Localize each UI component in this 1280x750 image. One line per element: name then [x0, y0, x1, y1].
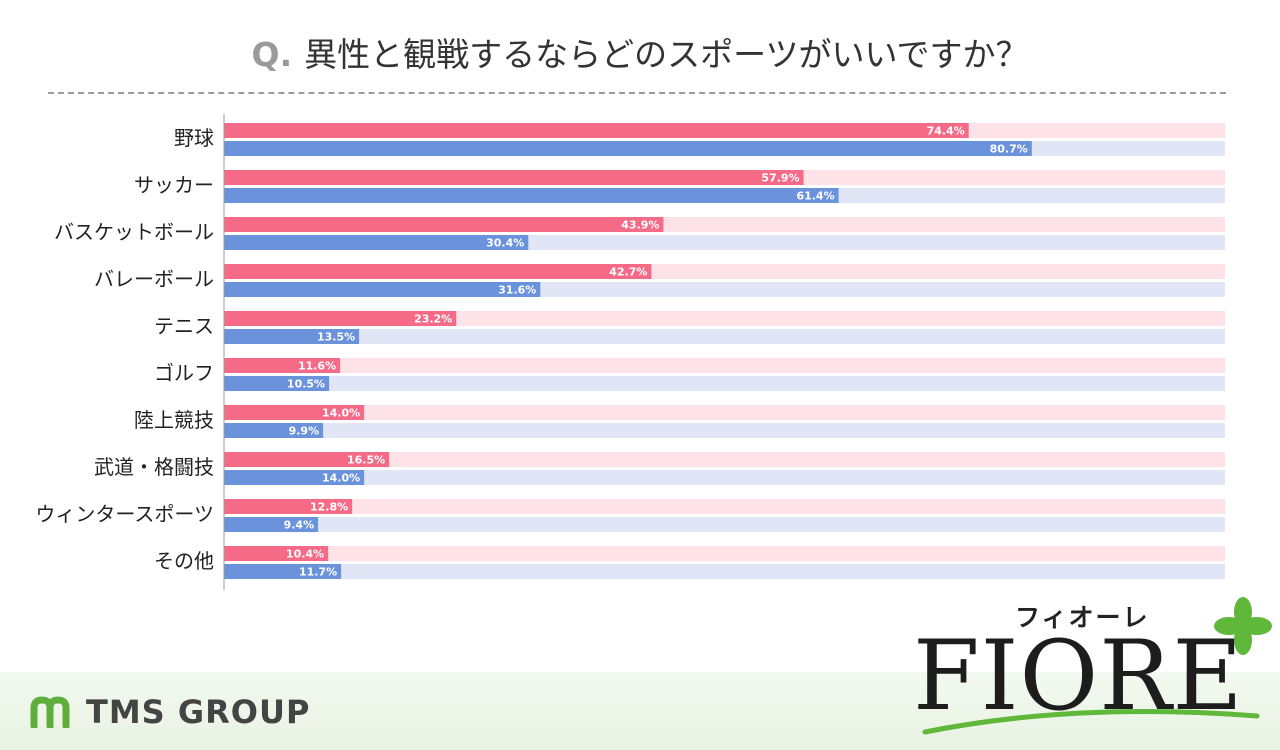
bar [224, 358, 341, 373]
bar [224, 141, 1032, 156]
bar [224, 217, 664, 232]
bar-value-label: 57.9% [761, 172, 799, 185]
bar-track [224, 405, 1225, 420]
bar [224, 123, 969, 138]
clover-leaf-icon [1214, 597, 1272, 655]
category-label: テニス [154, 314, 214, 338]
bar-track [224, 329, 1225, 344]
bar [224, 188, 839, 203]
bar-value-label: 42.7% [609, 266, 647, 279]
fiore-wordmark: FIORE [913, 620, 1244, 732]
bar-value-label: 80.7% [990, 143, 1028, 156]
footer-band [0, 672, 1280, 750]
bar-value-label: 30.4% [486, 237, 524, 250]
bar-track [224, 546, 1225, 561]
bar [224, 282, 541, 297]
bar [224, 329, 360, 344]
bar-value-label: 11.7% [299, 566, 337, 579]
bar [224, 423, 324, 438]
bar-value-label: 74.4% [927, 125, 965, 138]
tms-group-logo: TMS GROUP [30, 690, 310, 734]
fiore-art [922, 597, 1272, 735]
question-mark-label: Q. [251, 35, 293, 74]
bar [224, 311, 457, 326]
chart-title: Q. 異性と観戦するならどのスポーツがいいですか？ [0, 28, 1280, 76]
bar-value-label: 11.6% [298, 360, 336, 373]
bar-value-label: 10.4% [286, 548, 324, 561]
bar-chart: 野球 74.4% 80.7% サッカー 57.9% 61.4% バスケットボール 43.9% 3… [35, 114, 1225, 590]
bar [224, 264, 652, 279]
bar-value-label: 16.5% [347, 454, 385, 467]
bar [224, 546, 329, 561]
fiore-kana-text: フィオーレ [1015, 603, 1150, 632]
bar-value-label: 9.9% [289, 425, 320, 438]
bars-layer: 野球 74.4% 80.7% サッカー 57.9% 61.4% バスケットボール 43.9% 3… [35, 123, 1225, 579]
category-label: バスケットボール [54, 220, 214, 244]
bar [224, 376, 330, 391]
fiore-logo: フィオーレ FIORE [905, 590, 1280, 750]
category-label: ウィンタースポーツ [35, 502, 214, 526]
bar [224, 517, 319, 532]
bar-value-label: 14.0% [322, 407, 360, 420]
tms-mark-icon [30, 696, 70, 728]
category-label: サッカー [134, 173, 214, 197]
category-label: 野球 [174, 126, 214, 150]
bar [224, 452, 390, 467]
bar [224, 470, 365, 485]
bar-value-label: 9.4% [284, 519, 315, 532]
tms-group-text: TMS GROUP [86, 693, 311, 731]
bar-value-label: 61.4% [796, 190, 834, 203]
bar [224, 235, 529, 250]
category-label: その他 [154, 549, 214, 573]
bar-value-label: 31.6% [498, 284, 536, 297]
bar-track [224, 499, 1225, 514]
bar-track [224, 423, 1225, 438]
bar-track [224, 470, 1225, 485]
bar-track [224, 452, 1225, 467]
category-label: 陸上競技 [134, 408, 214, 432]
bar-value-label: 23.2% [414, 313, 452, 326]
bar-track [224, 564, 1225, 579]
bar [224, 564, 342, 579]
bar-track [224, 358, 1225, 373]
bar [224, 499, 353, 514]
bar [224, 405, 365, 420]
bar [224, 170, 804, 185]
bar-track [224, 517, 1225, 532]
category-label: ゴルフ [154, 361, 214, 385]
bar-value-label: 14.0% [322, 472, 360, 485]
bar-track [224, 311, 1225, 326]
category-label: 武道・格闘技 [94, 455, 214, 479]
bar-value-label: 13.5% [317, 331, 355, 344]
bar-value-label: 10.5% [287, 378, 325, 391]
bar-value-label: 12.8% [310, 501, 348, 514]
title-divider [48, 92, 1226, 94]
fiore-swoosh [922, 709, 1260, 735]
bar-value-label: 43.9% [621, 219, 659, 232]
bar-track [224, 376, 1225, 391]
question-text: 異性と観戦するならどのスポーツがいいですか？ [304, 35, 1029, 74]
category-label: バレーボール [94, 267, 214, 291]
